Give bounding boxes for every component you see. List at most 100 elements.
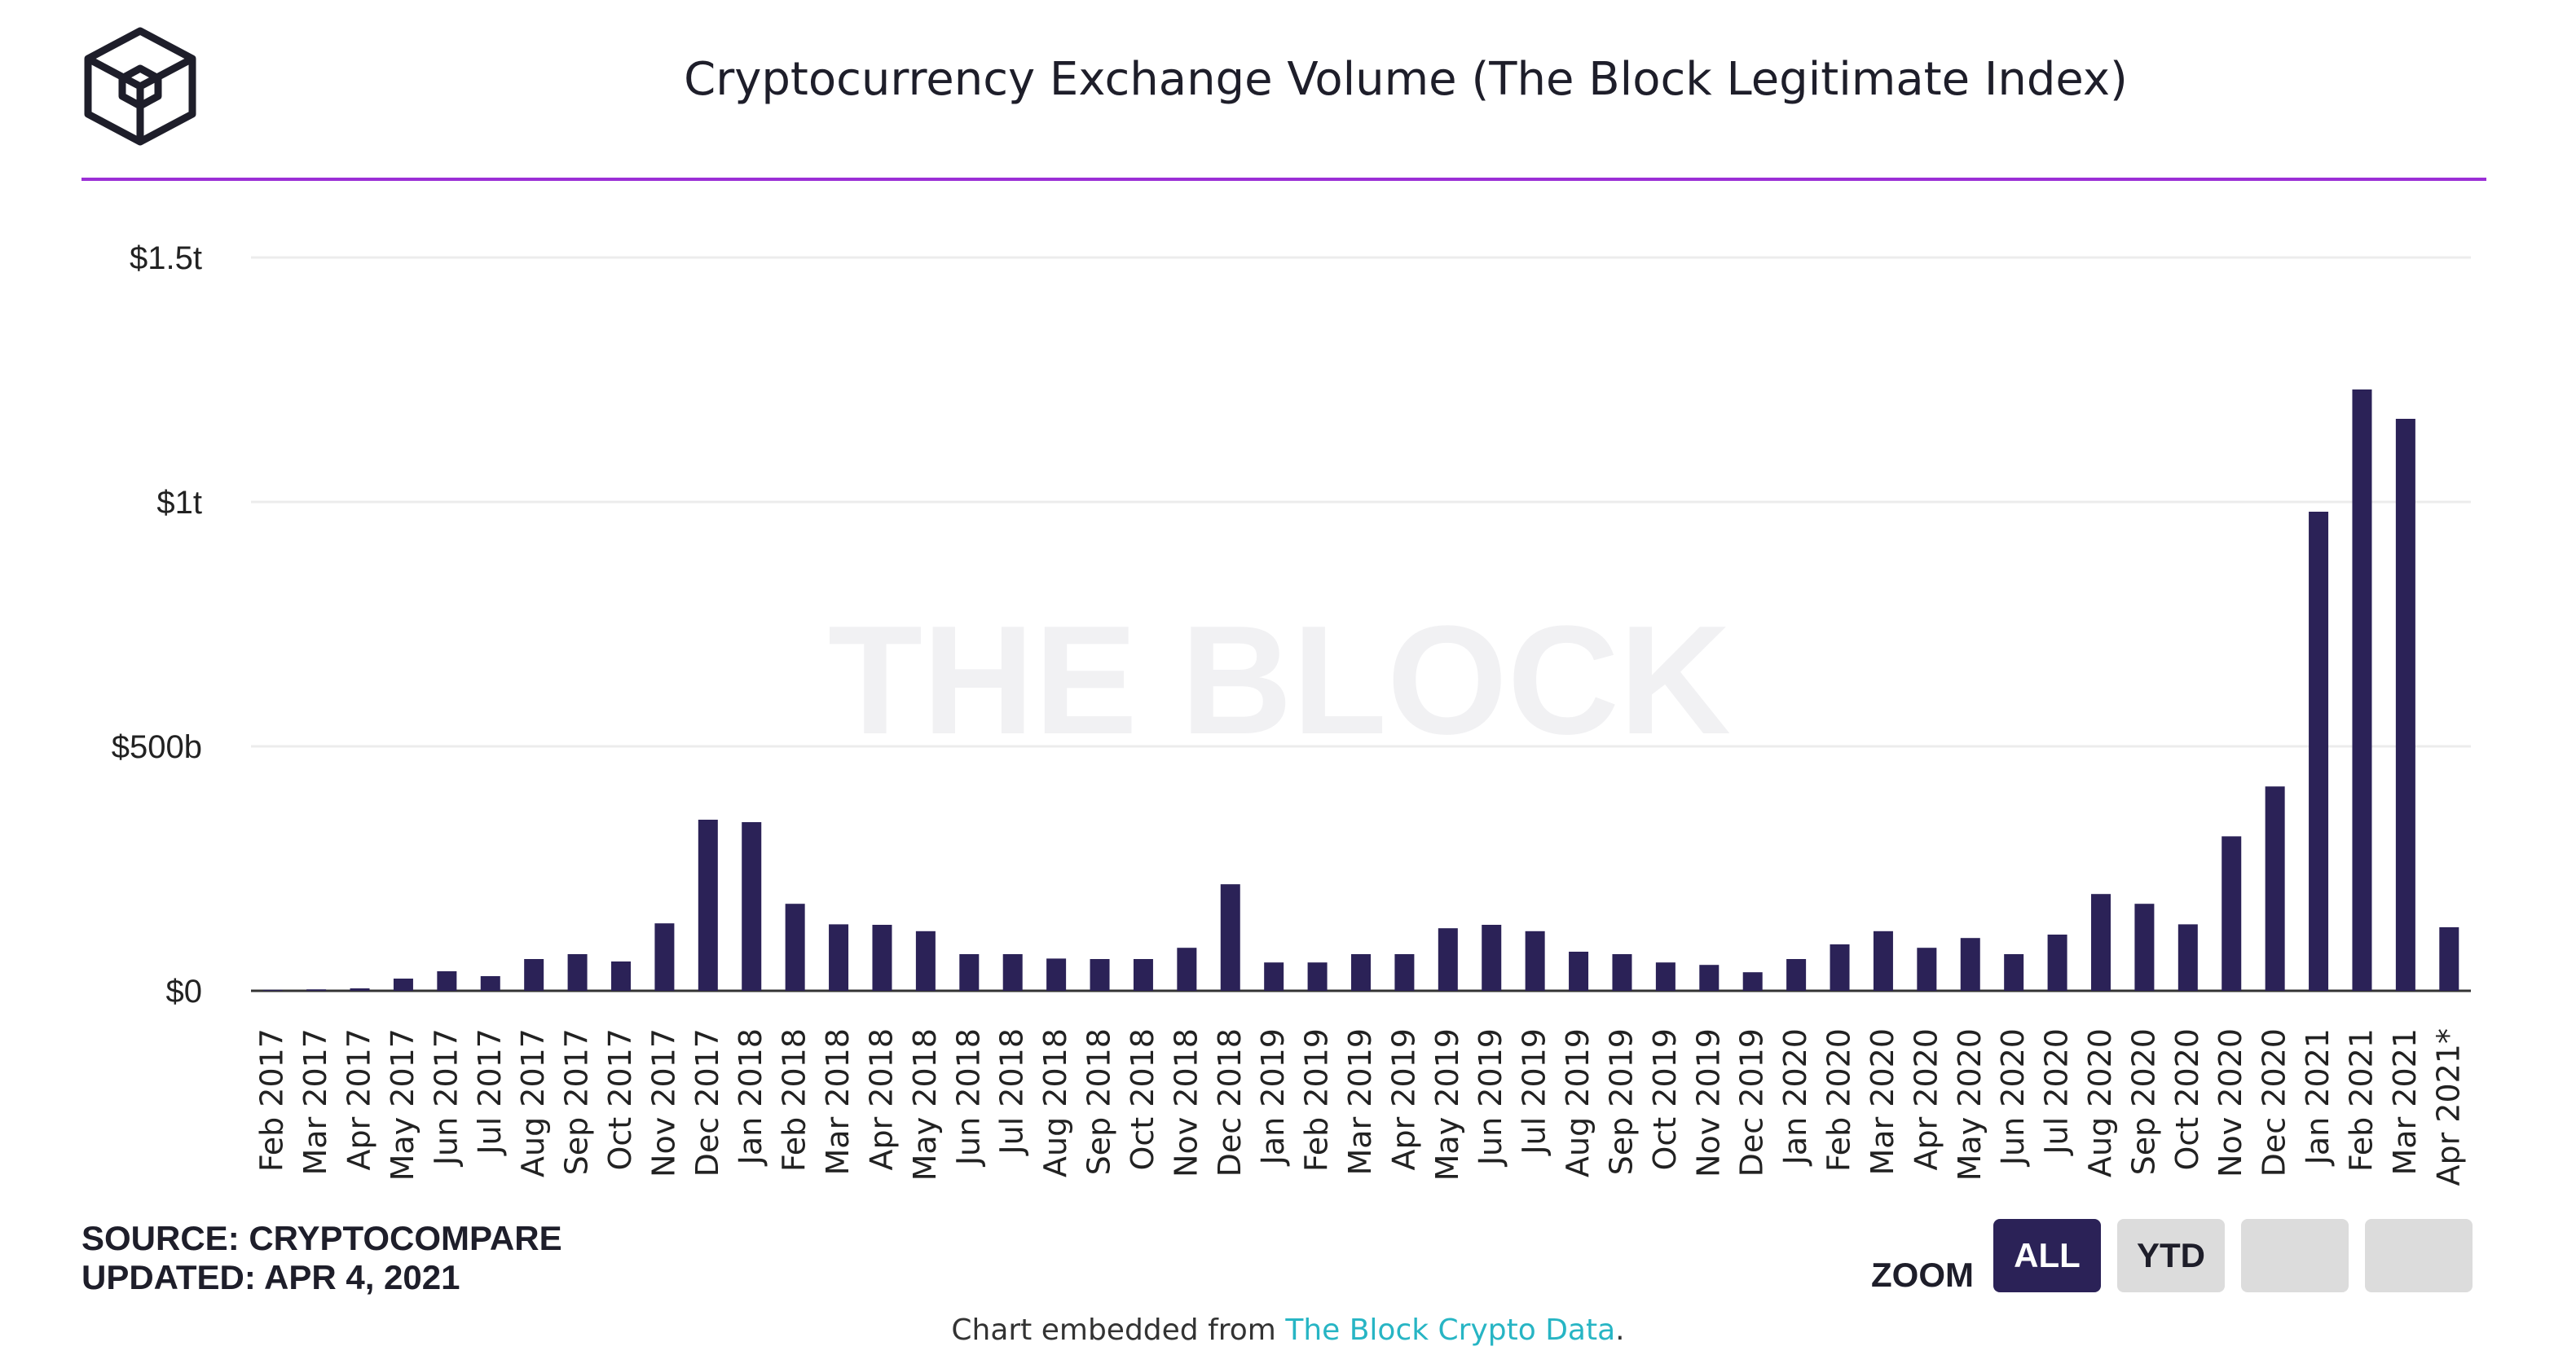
bar[interactable]	[1655, 962, 1676, 991]
bar[interactable]	[829, 924, 849, 991]
x-tick-label: Jun 2019	[1473, 1028, 1508, 1167]
footer-prefix: Chart embedded from	[951, 1313, 1286, 1347]
bar[interactable]	[262, 989, 283, 991]
bar[interactable]	[480, 976, 500, 991]
chart-title: Cryptocurrency Exchange Volume (The Bloc…	[684, 53, 2128, 106]
bar[interactable]	[567, 954, 588, 991]
x-tick-label: Aug 2019	[1560, 1028, 1596, 1177]
x-tick-label: Jan 2021	[2300, 1028, 2336, 1166]
zoom-range-button-3[interactable]	[2241, 1219, 2349, 1292]
bar[interactable]	[1307, 962, 1328, 991]
x-tick-label: Feb 2019	[1299, 1028, 1335, 1172]
x-tick-label: Nov 2020	[2213, 1028, 2248, 1177]
x-tick-label: Aug 2017	[515, 1028, 551, 1177]
x-axis-ticks: Feb 2017 Mar 2017 Apr 2017 May 2017 Jun 2017…	[254, 1028, 2467, 1186]
bar[interactable]	[654, 923, 675, 991]
bar[interactable]	[742, 822, 762, 991]
bar[interactable]	[1569, 952, 1589, 991]
bars	[262, 389, 2459, 991]
bar[interactable]	[1351, 954, 1371, 991]
the-block-logo-icon	[84, 27, 196, 146]
x-tick-label: Sep 2019	[1603, 1028, 1639, 1175]
x-tick-label: May 2018	[907, 1028, 943, 1181]
x-tick-label: Oct 2017	[602, 1028, 638, 1171]
bar[interactable]	[915, 931, 936, 991]
source-info: SOURCE: CRYPTOCOMPARE UPDATED: APR 4, 20…	[81, 1219, 562, 1297]
x-tick-label: Dec 2019	[1734, 1028, 1770, 1177]
the-block-crypto-data-link[interactable]: The Block Crypto Data	[1285, 1313, 1616, 1347]
bar[interactable]	[1830, 944, 1850, 991]
bar[interactable]	[1133, 959, 1153, 991]
bar[interactable]	[1960, 938, 1980, 991]
x-tick-label: Mar 2019	[1342, 1028, 1378, 1175]
x-tick-label: Feb 2018	[777, 1028, 812, 1172]
y-axis-ticks: $0 $500b $1t $1.5t	[112, 240, 202, 1010]
x-tick-label: Apr 2019	[1385, 1028, 1421, 1171]
x-tick-label: Dec 2018	[1212, 1028, 1248, 1177]
bar[interactable]	[2177, 924, 2198, 991]
x-tick-label: Jun 2020	[1995, 1028, 2031, 1167]
bar[interactable]	[1612, 954, 1632, 991]
bar[interactable]	[524, 959, 544, 991]
x-tick-label: Sep 2018	[1081, 1028, 1117, 1175]
bar[interactable]	[2047, 935, 2067, 991]
x-tick-label: Nov 2017	[645, 1028, 681, 1177]
x-tick-label: Jul 2017	[472, 1028, 508, 1156]
x-tick-label: Aug 2018	[1037, 1028, 1073, 1177]
bar[interactable]	[2439, 927, 2459, 991]
bar[interactable]	[2091, 894, 2111, 991]
zoom-label: ZOOM	[1871, 1256, 1974, 1294]
bar[interactable]	[785, 904, 805, 991]
bar[interactable]	[2309, 512, 2329, 991]
bar[interactable]	[1873, 931, 1893, 991]
bar[interactable]	[1786, 959, 1807, 991]
x-tick-label: Jan 2018	[733, 1028, 768, 1166]
bar[interactable]	[2352, 389, 2372, 991]
x-tick-label: Mar 2018	[820, 1028, 856, 1175]
bar[interactable]	[1046, 958, 1067, 991]
x-tick-label: Oct 2018	[1125, 1028, 1160, 1171]
x-tick-label: Mar 2021	[2387, 1028, 2423, 1175]
x-tick-label: May 2019	[1429, 1028, 1465, 1181]
bar[interactable]	[1438, 928, 1458, 991]
bar[interactable]	[1525, 931, 1545, 991]
bar[interactable]	[2134, 904, 2155, 991]
bar[interactable]	[1090, 959, 1110, 991]
x-tick-label: Apr 2018	[863, 1028, 899, 1171]
bar[interactable]	[872, 925, 892, 991]
x-tick-label: Feb 2017	[254, 1028, 290, 1172]
bar[interactable]	[1394, 954, 1415, 991]
bar[interactable]	[1002, 954, 1023, 991]
x-tick-label: Oct 2020	[2169, 1028, 2205, 1171]
bar[interactable]	[2265, 786, 2285, 991]
x-tick-label: Jan 2019	[1255, 1028, 1291, 1166]
bar[interactable]	[393, 979, 413, 991]
x-tick-label: May 2020	[1952, 1028, 1988, 1181]
zoom-ytd-button[interactable]: YTD	[2117, 1219, 2225, 1292]
bar[interactable]	[1699, 965, 1720, 991]
x-tick-label: May 2017	[385, 1028, 421, 1181]
bar[interactable]	[306, 989, 327, 991]
y-tick-label: $1t	[156, 485, 202, 521]
embed-footer: Chart embedded from The Block Crypto Dat…	[0, 1313, 2576, 1347]
bar[interactable]	[698, 820, 718, 991]
bar[interactable]	[1917, 948, 1937, 991]
zoom-range-button-4[interactable]	[2365, 1219, 2473, 1292]
bar[interactable]	[2222, 836, 2242, 991]
zoom-all-button[interactable]: ALL	[1993, 1219, 2101, 1292]
bar[interactable]	[1742, 972, 1763, 991]
bar[interactable]	[959, 954, 980, 991]
footer-suffix: .	[1615, 1313, 1625, 1347]
bar[interactable]	[1177, 948, 1197, 991]
bar[interactable]	[1482, 925, 1502, 991]
bar[interactable]	[2395, 419, 2415, 991]
x-tick-label: Apr 2020	[1908, 1028, 1944, 1171]
bar[interactable]	[1264, 962, 1284, 991]
y-tick-label: $1.5t	[130, 240, 202, 276]
bar[interactable]	[437, 971, 457, 991]
bar[interactable]	[1220, 884, 1240, 991]
bar[interactable]	[611, 961, 631, 991]
bar[interactable]	[350, 988, 370, 991]
bar[interactable]	[2004, 954, 2024, 991]
